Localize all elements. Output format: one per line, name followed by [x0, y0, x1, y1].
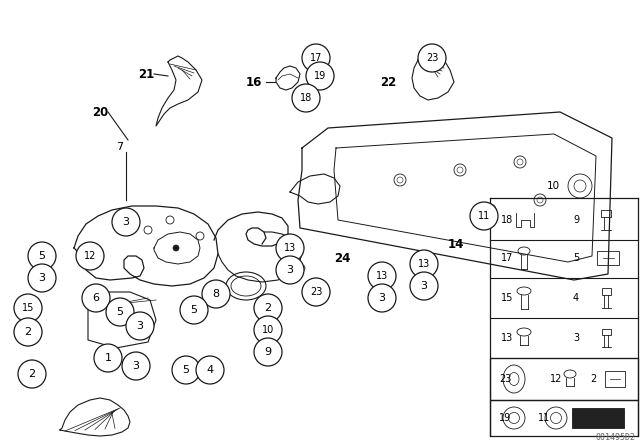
Text: 10: 10	[262, 325, 274, 335]
Text: 3: 3	[132, 361, 140, 371]
Circle shape	[28, 242, 56, 270]
Text: 4: 4	[207, 365, 214, 375]
Text: 6: 6	[93, 293, 99, 303]
Circle shape	[254, 316, 282, 344]
Text: 8: 8	[212, 289, 220, 299]
Text: 7: 7	[116, 142, 124, 152]
Circle shape	[202, 280, 230, 308]
Text: 13: 13	[418, 259, 430, 269]
Circle shape	[276, 256, 304, 284]
Text: 3: 3	[420, 281, 428, 291]
Circle shape	[470, 202, 498, 230]
Text: 5: 5	[38, 251, 45, 261]
Circle shape	[82, 284, 110, 312]
Text: 4: 4	[573, 293, 579, 303]
Text: 5: 5	[182, 365, 189, 375]
Text: 15: 15	[22, 303, 34, 313]
Text: 10: 10	[547, 181, 560, 191]
Text: 2: 2	[264, 303, 271, 313]
Circle shape	[18, 360, 46, 388]
Text: 20: 20	[92, 105, 108, 119]
Circle shape	[276, 234, 304, 262]
Text: 2: 2	[24, 327, 31, 337]
Text: 21: 21	[138, 68, 154, 81]
Text: 11: 11	[478, 211, 490, 221]
Text: 22: 22	[380, 76, 396, 89]
Circle shape	[126, 312, 154, 340]
Text: 3: 3	[573, 333, 579, 343]
Text: 2: 2	[28, 369, 36, 379]
Circle shape	[196, 356, 224, 384]
Text: 3: 3	[122, 217, 129, 227]
Circle shape	[410, 272, 438, 300]
Text: 15: 15	[501, 293, 513, 303]
Circle shape	[14, 318, 42, 346]
Text: 13: 13	[376, 271, 388, 281]
Circle shape	[122, 352, 150, 380]
Bar	[490, 358, 638, 400]
Circle shape	[28, 264, 56, 292]
Circle shape	[172, 356, 200, 384]
Text: 17: 17	[501, 253, 513, 263]
Bar	[605, 371, 625, 387]
Text: 13: 13	[284, 243, 296, 253]
Text: 19: 19	[499, 413, 511, 423]
Circle shape	[112, 208, 140, 236]
Text: 19: 19	[314, 71, 326, 81]
Text: 9: 9	[573, 215, 579, 225]
Text: 17: 17	[310, 53, 322, 63]
Circle shape	[94, 344, 122, 372]
Circle shape	[418, 44, 446, 72]
Text: 1: 1	[104, 353, 111, 363]
Circle shape	[180, 296, 208, 324]
Text: 3: 3	[287, 265, 294, 275]
Text: 12: 12	[550, 374, 563, 384]
Text: 9: 9	[264, 347, 271, 357]
Bar	[490, 400, 638, 436]
Text: 18: 18	[501, 215, 513, 225]
Text: 5: 5	[191, 305, 198, 315]
Text: 3: 3	[136, 321, 143, 331]
Circle shape	[368, 284, 396, 312]
Text: 11: 11	[538, 413, 550, 423]
Circle shape	[254, 294, 282, 322]
Text: 24: 24	[334, 251, 350, 264]
Bar	[572, 408, 624, 428]
Text: 3: 3	[38, 273, 45, 283]
Circle shape	[14, 294, 42, 322]
Text: 13: 13	[501, 333, 513, 343]
Text: 3: 3	[378, 293, 385, 303]
Circle shape	[306, 62, 334, 90]
Circle shape	[173, 245, 179, 251]
Circle shape	[302, 278, 330, 306]
Text: 2: 2	[590, 374, 596, 384]
Circle shape	[76, 242, 104, 270]
Text: 5: 5	[116, 307, 124, 317]
Text: 18: 18	[300, 93, 312, 103]
Text: 23: 23	[499, 374, 511, 384]
Circle shape	[302, 44, 330, 72]
Text: 23: 23	[426, 53, 438, 63]
Circle shape	[410, 250, 438, 278]
Text: 23: 23	[310, 287, 322, 297]
Bar	[601, 210, 611, 217]
Text: 16: 16	[246, 76, 262, 89]
Circle shape	[254, 338, 282, 366]
Circle shape	[292, 84, 320, 112]
Bar	[597, 251, 619, 265]
Bar	[602, 288, 611, 295]
Circle shape	[368, 262, 396, 290]
Text: 12: 12	[84, 251, 96, 261]
Bar	[602, 329, 611, 335]
Text: 001495D2: 001495D2	[596, 433, 636, 442]
Text: 5: 5	[573, 253, 579, 263]
Text: 14: 14	[448, 237, 464, 250]
Circle shape	[106, 298, 134, 326]
